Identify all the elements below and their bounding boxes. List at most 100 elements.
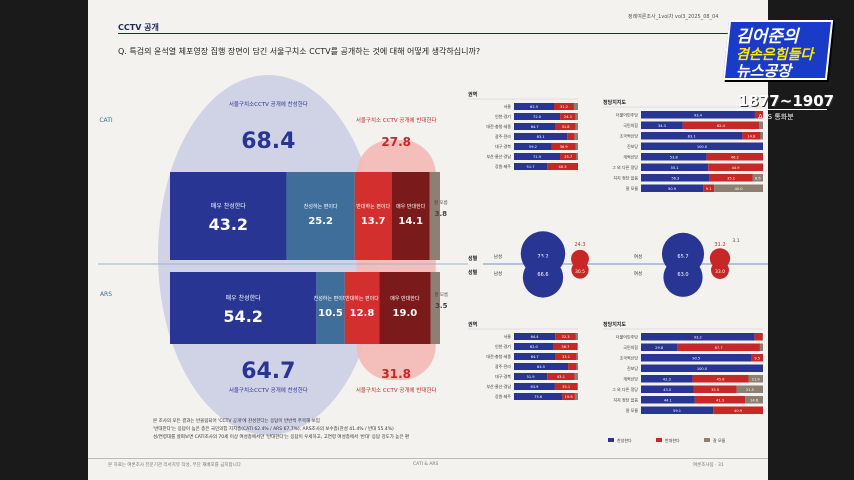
- ars-region-bar-value: 64.7: [531, 355, 539, 359]
- cati-region-bar: [576, 153, 578, 160]
- ars-region-bar-value: 64.4: [531, 335, 540, 339]
- footer-divider: [88, 458, 768, 459]
- cati-bar-label-1: 찬성하는 편이다: [304, 203, 338, 210]
- cati-party-bar: [641, 184, 704, 192]
- ars-party-bar-value: 67.7: [715, 346, 723, 350]
- cati-party-row-label: 국민의힘: [623, 122, 638, 128]
- cati-party-bar-value: 9.1: [706, 187, 712, 191]
- ars-side-label: ARS: [100, 291, 112, 298]
- page-title: CCTV 공개: [118, 23, 159, 32]
- cati-bar-2: [354, 172, 392, 260]
- footer-copyright: 본 자료는 여론조사 전문기관 리서치뷰 작성, 무단 재배포를 금지합니다: [108, 463, 241, 468]
- ars-region-bar: [574, 393, 578, 400]
- ars-region-row-label: 대구·경북: [495, 373, 511, 379]
- gender-support-ars: [663, 257, 703, 297]
- gender-name-top: 여성: [634, 253, 642, 260]
- ars-party-bar: [759, 343, 763, 351]
- ars-region-bar: [568, 363, 577, 370]
- ars-region-bar-value: 19.6: [565, 395, 574, 399]
- legend-label: 반대한다: [665, 437, 680, 443]
- logo-line2: 겸손은힘들다: [736, 47, 814, 63]
- ars-party-bar-value: 45.8: [717, 378, 726, 382]
- cati-bar-value-4: 3.8: [435, 210, 448, 218]
- gender-support-ars-value: 66.6: [537, 272, 548, 278]
- cati-oppose-value: 27.8: [381, 135, 411, 149]
- cati-region-row-label: 대전·충청·세종: [486, 123, 511, 129]
- ars-support-label: 서울구치소CCTV 공개에 찬성한다: [229, 386, 308, 394]
- survey-question: Q. 특검의 윤석열 체포영장 집행 장면이 담긴 서울구치소 CCTV를 공개…: [118, 47, 481, 56]
- ars-region-bar-value: 32.3: [562, 335, 570, 339]
- cati-party-bar-value: 93.4: [694, 114, 703, 118]
- cati-region-bar: [514, 113, 561, 120]
- cati-party-row-label: 개혁신당: [623, 154, 638, 160]
- footer-page: 여론조사팀 · 31: [693, 463, 724, 468]
- ars-bar-label-4: 잘 모름: [434, 291, 448, 298]
- gender-oppose-ars: [711, 261, 729, 279]
- cati-region-bar-value: 83.1: [537, 135, 545, 139]
- cati-support-value: 68.4: [241, 129, 295, 154]
- cati-bar-value-0: 43.2: [209, 215, 248, 234]
- ars-region-bar-value: 36.7: [561, 345, 569, 349]
- gender-title-cati: 성별: [468, 255, 478, 262]
- cati-region-bar: [547, 163, 578, 170]
- cati-region-bar: [514, 163, 548, 170]
- cati-region-bar-value: 64.7: [531, 125, 539, 129]
- cati-bar-value-1: 25.2: [308, 216, 333, 227]
- ars-bar-3: [379, 272, 431, 344]
- legend-swatch: [656, 438, 662, 442]
- logo-sub: ARS 통화분: [758, 113, 794, 121]
- cati-region-bar: [554, 103, 574, 110]
- ars-region-bar-value: 62.0: [530, 345, 539, 349]
- cati-party-bar: [708, 163, 763, 171]
- gender-support-cati-value: 73.2: [537, 254, 548, 260]
- cati-region-bar: [574, 133, 579, 140]
- cati-region-bar-value: 48.3: [559, 165, 567, 169]
- ars-party-bar: [641, 396, 695, 404]
- ars-party-row-label: 그 외 다른 정당: [612, 386, 638, 392]
- ars-bar-1: [316, 272, 345, 344]
- cati-party-bar: [706, 153, 763, 161]
- cati-party-bar-value: 40.0: [735, 187, 744, 191]
- cati-party-row-label: 진보당: [627, 143, 638, 149]
- ars-region-bar-value: 35.1: [562, 385, 570, 389]
- ars-party-bar: [692, 375, 749, 383]
- ars-support-value: 64.7: [241, 359, 295, 384]
- cati-party-bar: [703, 184, 715, 192]
- cati-bar-label-2: 반대하는 편이다: [356, 203, 390, 210]
- header-meta: 정례여론조사_1vol차 vol3_2025_08_04: [628, 14, 719, 20]
- ars-party-bar-value: 43.0: [663, 388, 672, 392]
- gender-support-ars: [522, 257, 564, 298]
- gender-oppose-ars-value: 30.5: [575, 269, 585, 275]
- cati-region-bar-value: 24.3: [564, 115, 572, 119]
- cati-party-bar: [752, 174, 763, 182]
- ars-party-bar: [751, 354, 763, 362]
- ars-bar-4: [430, 272, 440, 344]
- cati-bar-1: [286, 172, 355, 260]
- ars-party-row-label: 잘 모름: [626, 407, 639, 413]
- cati-region-bar: [555, 123, 576, 130]
- cati-region-row-label: 서울: [504, 103, 512, 109]
- ars-region-row-label: 광주·전라: [495, 363, 511, 369]
- cati-party-bar: [742, 132, 761, 140]
- ars-party-bar: [641, 375, 693, 383]
- ars-party-bar-value: 9.5: [754, 357, 760, 361]
- logo-divider: [737, 109, 827, 110]
- gender-unknown-value: 3.1: [732, 238, 739, 244]
- ars-party-row-label: 지지 정당 없음: [613, 397, 638, 403]
- ars-bar-value-1: 10.5: [318, 308, 343, 319]
- cati-region-row-label: 대구·경북: [495, 143, 511, 149]
- cati-region-bar-value: 36.9: [560, 145, 569, 149]
- cati-party-bar: [641, 121, 683, 129]
- ars-region-title: 권역: [468, 321, 478, 328]
- ars-party-row-label: 개혁신당: [623, 376, 638, 382]
- ars-bar-value-2: 12.8: [350, 308, 375, 319]
- ars-region-bar: [553, 343, 578, 350]
- cati-party-bar: [758, 121, 763, 129]
- ars-party-bar: [641, 385, 694, 393]
- cati-bar-3: [391, 172, 430, 260]
- analysis-notes: 본 조사의 모든 결과는 반올림되어 'CCTV 공개'에 찬성한다는 응답이 …: [153, 418, 483, 442]
- ars-region-row-label: 대전·충청·세종: [486, 353, 511, 359]
- cati-region-bar-value: 72.0: [533, 115, 542, 119]
- cati-side-label: CATI: [99, 117, 112, 124]
- cati-party-bar-value: 35.1: [727, 177, 735, 181]
